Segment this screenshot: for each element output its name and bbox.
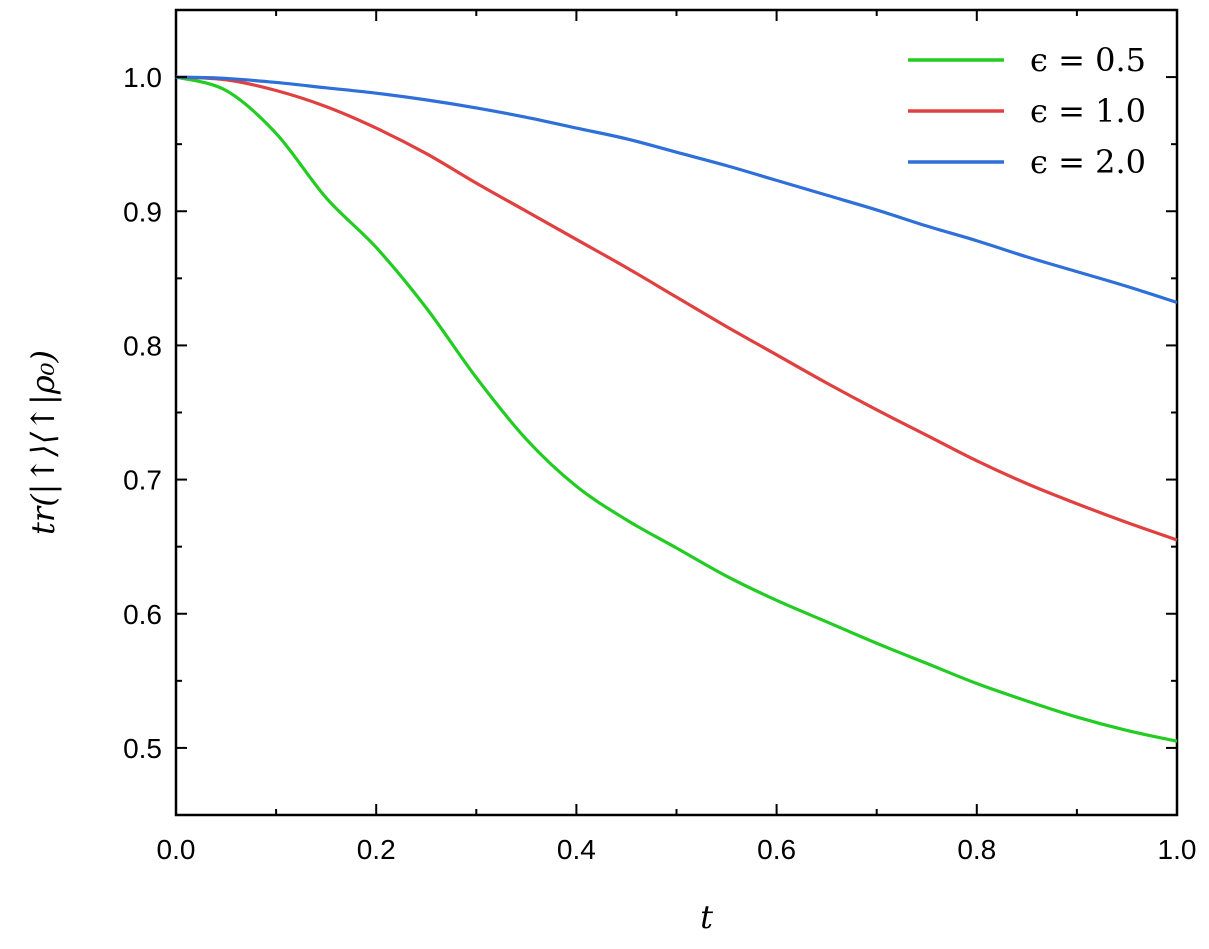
legend-label-3: ϵ = 2.0 bbox=[1030, 143, 1146, 181]
x-axis-label: t bbox=[700, 898, 713, 936]
x-tick-label: 0.0 bbox=[157, 834, 196, 865]
x-tick-label: 0.6 bbox=[757, 834, 796, 865]
legend-label-2: ϵ = 1.0 bbox=[1030, 92, 1146, 130]
plot-frame bbox=[174, 8, 1179, 817]
plot-border bbox=[174, 8, 1179, 817]
legend: ϵ = 0.5 ϵ = 1.0 ϵ = 2.0 bbox=[908, 41, 1146, 181]
x-tick-label: 1.0 bbox=[1158, 834, 1197, 865]
series-layer bbox=[175, 75, 1178, 743]
y-tick-label: 1.0 bbox=[123, 62, 162, 93]
x-tick-label: 0.8 bbox=[957, 834, 996, 865]
x-axis-ticks: 0.0 0.2 0.4 0.6 0.8 1.0 bbox=[157, 10, 1197, 865]
x-tick-label: 0.2 bbox=[357, 834, 396, 865]
y-axis-label: tr(|↑⟩⟨↑|ρ₀) bbox=[24, 350, 62, 535]
y-tick-label: 0.8 bbox=[123, 330, 162, 361]
series-line-1 bbox=[175, 75, 1178, 743]
y-tick-label: 0.7 bbox=[123, 465, 162, 496]
x-tick-label: 0.4 bbox=[557, 834, 596, 865]
y-axis-ticks: 0.5 0.6 0.7 0.8 0.9 1.0 bbox=[123, 9, 1177, 816]
y-tick-label: 0.5 bbox=[123, 733, 162, 764]
legend-label-1: ϵ = 0.5 bbox=[1030, 41, 1146, 79]
series-line-2 bbox=[175, 75, 1178, 542]
series-line-3 bbox=[175, 75, 1178, 305]
y-tick-label: 0.9 bbox=[123, 196, 162, 227]
y-tick-label: 0.6 bbox=[123, 599, 162, 630]
